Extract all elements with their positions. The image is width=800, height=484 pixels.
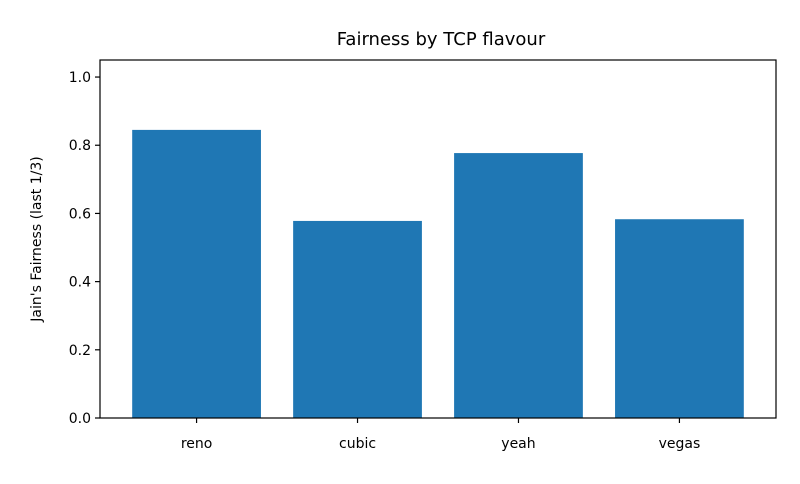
x-tick-label: yeah: [501, 436, 535, 452]
x-tick-label: reno: [181, 436, 213, 452]
chart-title: Fairness by TCP flavour: [337, 29, 546, 50]
y-tick-label: 0.0: [69, 411, 91, 427]
bars-layer: [132, 129, 744, 418]
y-tick-label: 0.8: [69, 138, 91, 154]
x-tick-label: vegas: [659, 436, 701, 452]
y-axis-label: Jain's Fairness (last 1/3): [29, 156, 45, 323]
bar-reno: [132, 129, 261, 418]
y-tick-label: 0.6: [69, 206, 91, 222]
y-tick-label: 1.0: [69, 70, 91, 86]
plot-frame: [99, 59, 777, 419]
y-tick-label: 0.2: [69, 343, 91, 359]
x-tick-label: cubic: [339, 436, 376, 452]
bar-cubic: [293, 220, 422, 418]
axes-layer: 0.0 0.2 0.4 0.6 0.8 1.0 reno cubic yeah vegas: [69, 59, 777, 452]
y-tick-label: 0.4: [69, 275, 91, 291]
bar-yeah: [454, 153, 583, 418]
bar-vegas: [615, 219, 744, 418]
